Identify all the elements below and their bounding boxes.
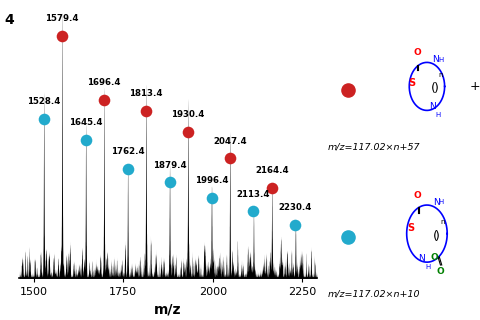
Point <box>58 34 66 39</box>
Text: 1762.4: 1762.4 <box>111 147 144 156</box>
Text: (: ( <box>431 82 435 95</box>
Text: 2047.4: 2047.4 <box>213 137 247 146</box>
X-axis label: m/z: m/z <box>154 303 182 317</box>
Text: H: H <box>425 264 431 269</box>
Text: 1579.4: 1579.4 <box>45 14 79 23</box>
Point <box>344 234 352 239</box>
Text: 1696.4: 1696.4 <box>87 78 120 87</box>
Text: 2164.4: 2164.4 <box>255 166 288 175</box>
Point <box>291 222 299 227</box>
Text: 4: 4 <box>5 13 14 27</box>
Point <box>82 137 89 142</box>
Text: ): ) <box>433 82 438 95</box>
Point <box>124 166 132 172</box>
Text: O: O <box>414 191 422 200</box>
Text: O: O <box>437 267 444 276</box>
Text: 1996.4: 1996.4 <box>195 176 228 185</box>
Text: ): ) <box>435 230 440 243</box>
Text: 1645.4: 1645.4 <box>69 118 102 127</box>
Text: N: N <box>432 55 439 64</box>
Point <box>100 97 108 102</box>
Text: (: ( <box>432 230 437 243</box>
Text: m/z=117.02×n+57: m/z=117.02×n+57 <box>327 143 420 152</box>
Text: S: S <box>407 223 414 233</box>
Point <box>344 87 352 92</box>
Text: m/z=117.02×n+10: m/z=117.02×n+10 <box>327 290 420 299</box>
Text: n: n <box>440 219 444 225</box>
Point <box>226 156 234 161</box>
Point <box>40 116 48 121</box>
Point <box>208 196 216 201</box>
Text: H: H <box>439 199 444 205</box>
Text: O: O <box>413 48 421 57</box>
Text: O: O <box>430 252 438 261</box>
Text: H: H <box>438 57 444 63</box>
Point <box>184 129 192 134</box>
Text: 1879.4: 1879.4 <box>153 161 186 170</box>
Point <box>166 180 173 185</box>
Text: 1930.4: 1930.4 <box>171 110 204 119</box>
Text: +: + <box>470 80 480 93</box>
Point <box>142 108 150 113</box>
Point <box>250 209 257 214</box>
Text: N: N <box>419 254 425 263</box>
Text: 1813.4: 1813.4 <box>129 89 163 98</box>
Text: H: H <box>435 112 441 117</box>
Text: n: n <box>438 72 443 77</box>
Text: 1528.4: 1528.4 <box>27 97 60 106</box>
Text: N: N <box>433 198 440 207</box>
Text: N: N <box>429 102 436 111</box>
Point <box>268 185 276 190</box>
Text: 2230.4: 2230.4 <box>279 203 312 212</box>
Text: S: S <box>408 78 416 88</box>
Text: 2113.4: 2113.4 <box>237 190 270 199</box>
